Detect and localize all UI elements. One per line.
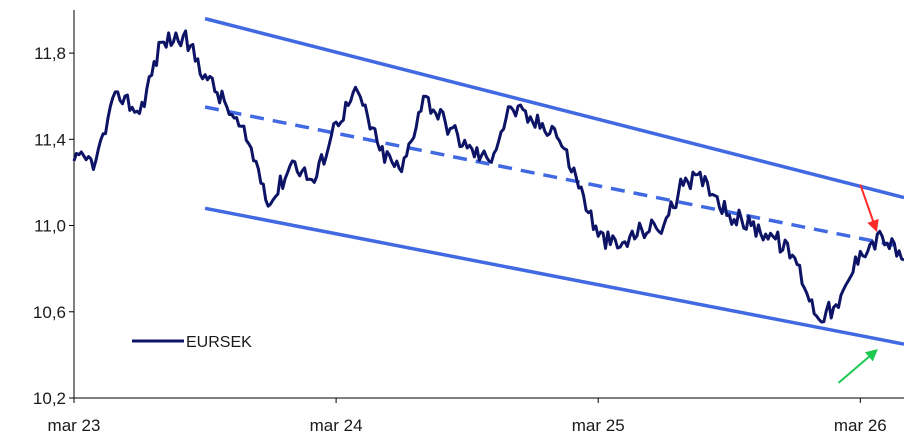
y-tick-label: 11,0: [34, 217, 66, 236]
axes: 10,2 10,6 11,0 11,4 11,8 mar 23 mar 24 mar 25 ma…: [33, 10, 904, 435]
y-tick-label: 10,2: [33, 389, 66, 408]
y-tick-label: 11,8: [34, 44, 66, 63]
series-layer: [72, 29, 904, 324]
legend-label-eursek: EURSEK: [186, 334, 252, 351]
y-tick-label: 11,4: [34, 130, 66, 149]
channel-upper-line: [204, 16, 904, 200]
channel-lower-line: [204, 206, 904, 346]
y-tick-label: 10,6: [33, 303, 66, 322]
legend: EURSEK: [132, 334, 252, 351]
series-line-eursek: [72, 29, 904, 324]
trend-channel: [204, 16, 904, 346]
x-tick-label: mar 25: [572, 416, 625, 435]
red-arrow-annotation: [859, 184, 879, 233]
x-tick-label: mar 24: [310, 416, 363, 435]
x-tick-label: mar 23: [48, 416, 101, 435]
green-arrow-annotation: [837, 349, 878, 384]
annotations: [837, 184, 879, 384]
x-tick-label: mar 26: [834, 416, 887, 435]
channel-middle-line: [204, 105, 904, 249]
